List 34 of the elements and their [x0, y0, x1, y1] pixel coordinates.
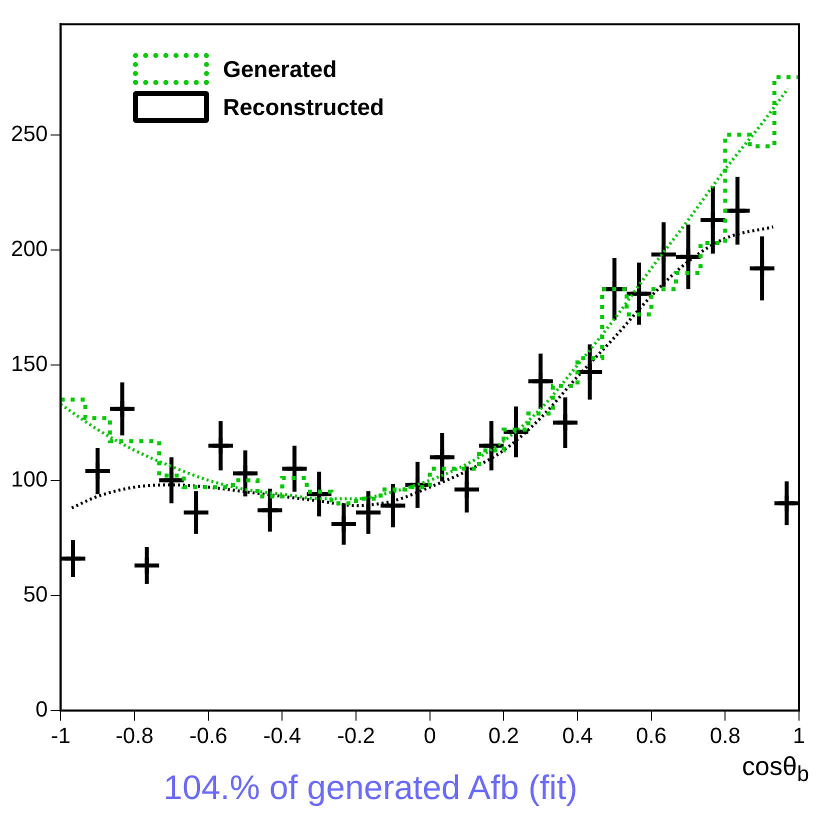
- point: [432, 447, 452, 468]
- point: [161, 470, 182, 490]
- point: [112, 398, 132, 419]
- text: 104.% of generated Afb (fit): [162, 769, 578, 808]
- point: [629, 284, 650, 304]
- x-tick-label: -1: [50, 722, 70, 748]
- point: [776, 493, 797, 514]
- x-tick-label: 1: [792, 722, 806, 748]
- point: [235, 463, 256, 484]
- x-tick-label: 0.2: [488, 722, 519, 748]
- legend-label: Reconstructed: [223, 94, 384, 120]
- x-tick-label: -0.6: [189, 722, 228, 748]
- x-tick-label: 0.8: [710, 722, 740, 748]
- y-tick-label: 50: [23, 581, 48, 606]
- legend-label: Generated: [223, 56, 337, 82]
- point: [309, 484, 330, 504]
- y-tick-label: 0: [35, 696, 48, 722]
- y-tick-label: 200: [10, 236, 48, 261]
- point: [752, 258, 772, 278]
- point: [260, 500, 280, 520]
- x-tick-label: -0.4: [263, 722, 302, 748]
- y-tick-label: 100: [10, 466, 48, 492]
- x-tick-label: 0.6: [636, 722, 667, 748]
- point: [555, 412, 576, 433]
- point: [530, 371, 551, 392]
- x-tick-label: -0.2: [337, 722, 375, 748]
- y-tick-label: 150: [10, 351, 48, 376]
- point: [382, 496, 403, 516]
- x-tick-label: -0.8: [116, 722, 154, 748]
- point: [210, 436, 231, 456]
- y-tick-label: 250: [10, 120, 48, 146]
- x-axis-title: cosθ$_{b}$: [742, 751, 809, 786]
- x-tick-label: 0: [424, 722, 436, 748]
- x-tick-label: 0.4: [562, 722, 593, 748]
